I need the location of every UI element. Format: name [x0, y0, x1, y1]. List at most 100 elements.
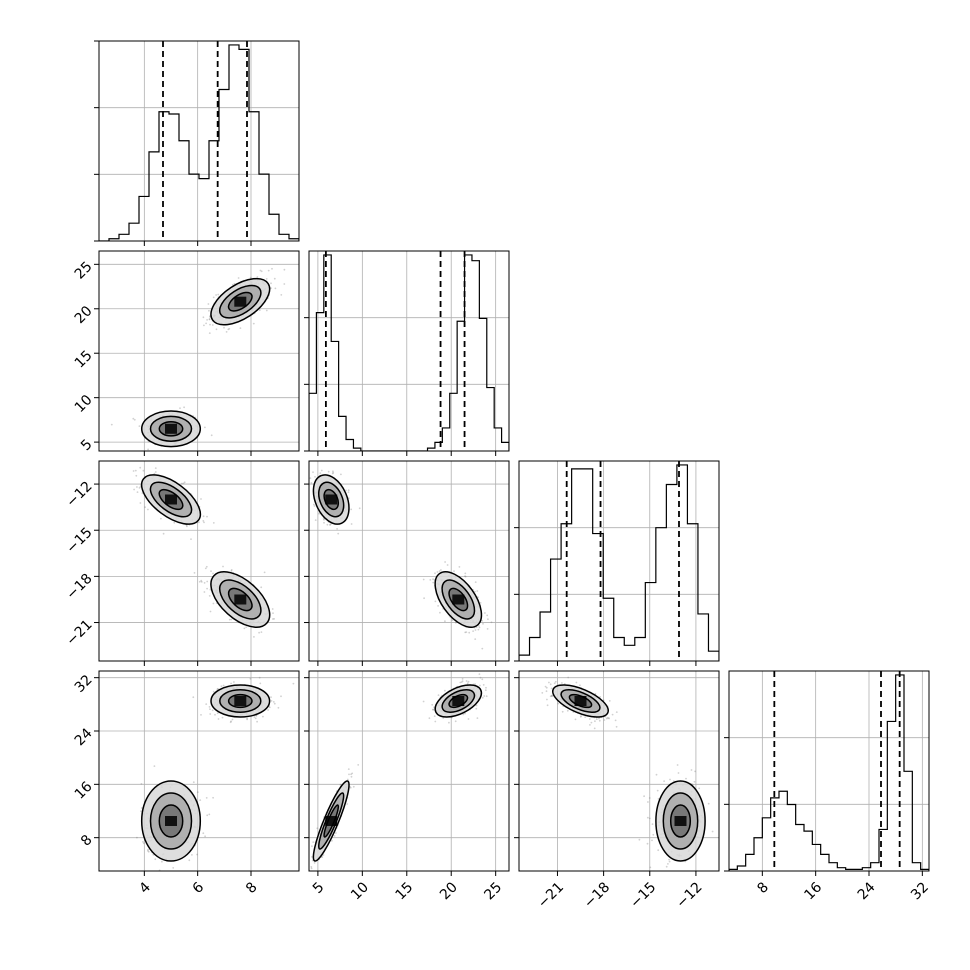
sample-point: [259, 682, 262, 685]
sample-point: [550, 687, 553, 690]
contour-line: [669, 804, 692, 838]
sample-point: [230, 570, 233, 572]
sample-point: [348, 773, 350, 776]
histogram-step-1: [309, 254, 509, 451]
sample-point: [203, 324, 205, 327]
sample-point: [188, 859, 191, 862]
sample-point: [136, 836, 138, 839]
contour-line: [227, 587, 253, 612]
sample-point: [350, 773, 352, 776]
sample-point: [154, 858, 157, 861]
sample-point: [154, 471, 157, 473]
sample-point: [479, 684, 481, 687]
contour-line: [552, 684, 609, 718]
sample-point: [422, 700, 425, 703]
sample-point: [429, 579, 432, 581]
sample-point: [608, 700, 611, 702]
sample-point: [140, 810, 142, 812]
sample-point: [544, 685, 547, 688]
panel-frame: [308, 460, 510, 662]
sample-point: [272, 618, 274, 620]
sample-point: [545, 686, 548, 689]
sample-point: [486, 628, 489, 630]
sample-point: [200, 581, 203, 583]
sample-point: [233, 681, 235, 683]
sample-point: [442, 717, 445, 719]
sample-point: [329, 523, 332, 526]
sample-point: [474, 581, 477, 583]
sample-point: [249, 276, 252, 279]
sample-point: [208, 309, 210, 312]
sample-point: [217, 718, 220, 720]
sample-point: [273, 277, 276, 280]
y-tick-label: −15: [63, 525, 95, 557]
sample-point: [332, 470, 334, 473]
sample-point: [179, 407, 181, 409]
sample-point: [580, 715, 582, 717]
sample-point: [211, 709, 214, 712]
sample-point: [133, 418, 136, 421]
contour-line: [149, 481, 193, 518]
sample-point: [685, 872, 687, 874]
sample-point: [668, 858, 670, 861]
panel-frame: [98, 670, 300, 872]
sample-point: [292, 682, 295, 685]
histogram-panel-2: [514, 460, 720, 666]
sample-point: [474, 590, 476, 593]
sample-point: [432, 708, 434, 711]
sample-point: [202, 520, 205, 522]
sample-point: [254, 717, 257, 720]
sample-point: [647, 801, 649, 803]
sample-point: [199, 799, 202, 801]
sample-point: [652, 833, 655, 836]
sample-point: [434, 600, 437, 603]
sample-point: [186, 525, 188, 528]
sample-point: [350, 523, 353, 525]
sample-point: [431, 703, 434, 706]
sample-point: [332, 471, 335, 474]
sample-point: [481, 678, 484, 681]
sample-point: [162, 532, 165, 535]
sample-point: [209, 610, 212, 613]
sample-point: [313, 505, 316, 507]
contour-line: [149, 415, 193, 442]
sample-point: [589, 724, 591, 726]
sample-point: [273, 618, 275, 620]
x-tick-label: 24: [855, 879, 879, 903]
x-tick-label: 5: [310, 879, 328, 897]
sample-point: [440, 569, 442, 571]
sample-point: [309, 477, 312, 479]
sample-point: [482, 622, 484, 625]
sample-point: [322, 854, 325, 856]
x-tick-label: 10: [348, 879, 372, 903]
density-peak: [452, 594, 465, 605]
sample-point: [318, 512, 320, 515]
sample-point: [479, 676, 482, 679]
sample-point: [249, 677, 252, 680]
sample-point: [134, 469, 137, 472]
sample-point: [154, 467, 157, 469]
sample-point: [271, 267, 273, 270]
contour-line: [448, 587, 469, 612]
sample-point: [351, 772, 354, 775]
sample-point: [340, 473, 342, 476]
sample-point: [484, 612, 486, 614]
sample-point: [475, 704, 478, 707]
sample-point: [439, 611, 441, 614]
sample-point: [228, 327, 231, 330]
contour-line: [312, 780, 350, 862]
sample-point: [598, 717, 600, 720]
sample-point: [267, 269, 270, 272]
sample-point: [479, 602, 482, 604]
sample-point: [200, 498, 202, 500]
sample-point: [268, 706, 271, 709]
sample-point: [208, 595, 211, 597]
sample-point: [192, 696, 195, 699]
y-tick-label: −18: [63, 571, 95, 603]
sample-point: [549, 695, 552, 698]
scatter-panel-3-1: 5 10 15 20 25: [304, 670, 510, 903]
contour-line: [210, 277, 271, 326]
contour-line: [655, 780, 706, 862]
contour-line: [441, 579, 476, 620]
sample-point: [437, 694, 440, 696]
